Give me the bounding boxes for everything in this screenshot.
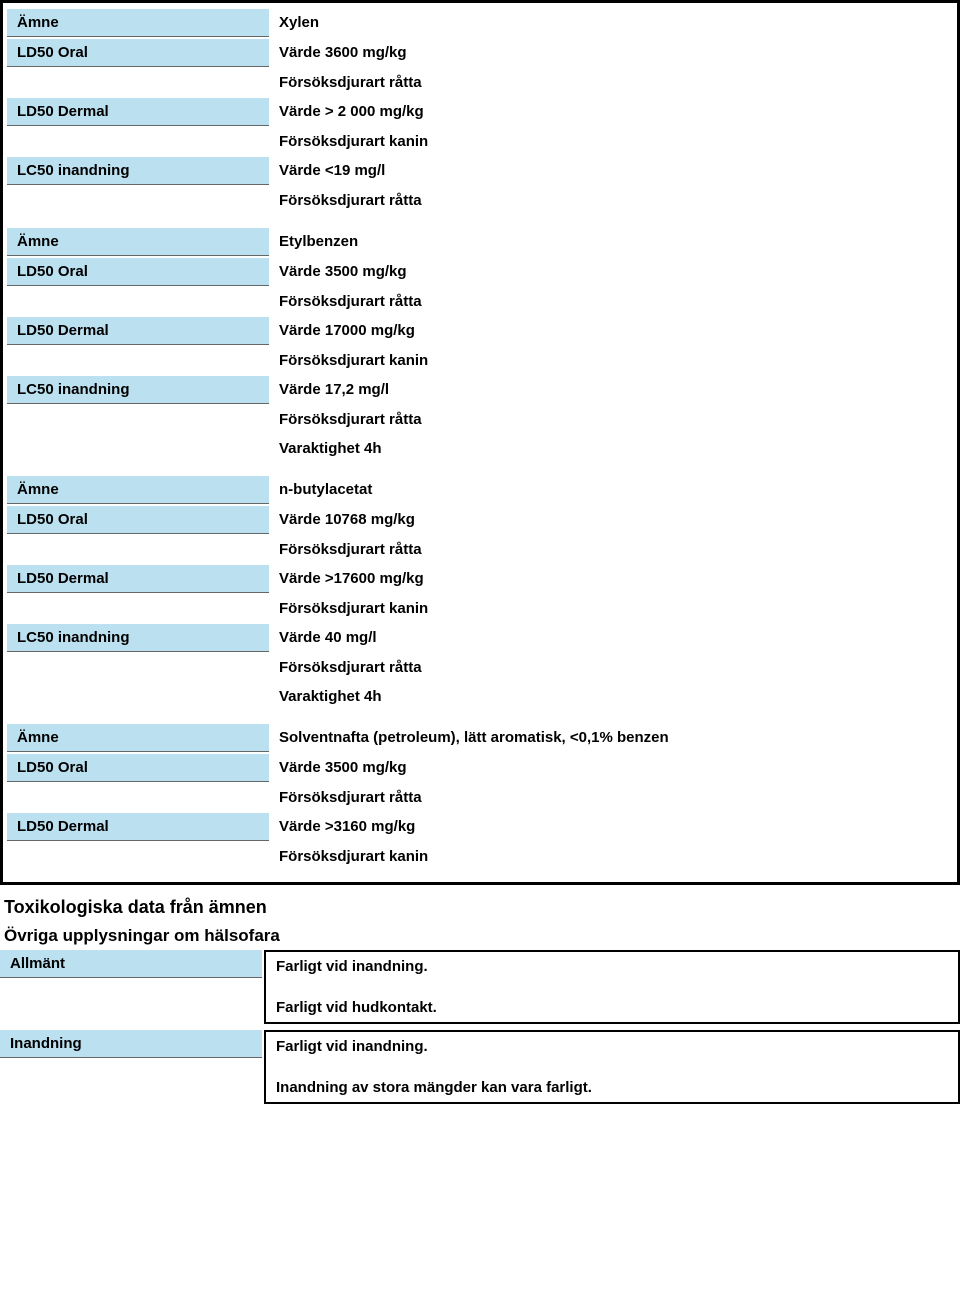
species-row: Försöksdjurart kanin xyxy=(7,128,953,155)
species-row: Försöksdjurart kanin xyxy=(7,843,953,870)
amne-label: Ämne xyxy=(7,9,269,37)
page: Ämne Xylen LD50 Oral Värde 3600 mg/kg Fö… xyxy=(0,0,960,1104)
ld50-dermal-row: LD50 Dermal Värde >3160 mg/kg xyxy=(7,813,953,841)
ld50-dermal-label: LD50 Dermal xyxy=(7,565,269,593)
empty-cell xyxy=(7,406,269,416)
ld50-oral-species: Försöksdjurart råtta xyxy=(269,536,953,563)
species-row: Försöksdjurart råtta xyxy=(7,69,953,96)
ovriga-heading: Övriga upplysningar om hälsofara xyxy=(0,920,960,948)
allmant-line1: Farligt vid inandning. xyxy=(266,952,958,981)
empty-cell xyxy=(7,128,269,138)
lc50-species: Försöksdjurart råtta xyxy=(269,187,953,214)
lc50-row: LC50 inandning Värde <19 mg/l xyxy=(7,157,953,185)
ld50-dermal-label: LD50 Dermal xyxy=(7,317,269,345)
species-row: Försöksdjurart råtta xyxy=(7,406,953,433)
lc50-value: Värde 17,2 mg/l xyxy=(269,376,953,403)
amne-label: Ämne xyxy=(7,228,269,256)
allmant-label: Allmänt xyxy=(0,950,262,978)
ld50-dermal-row: LD50 Dermal Värde 17000 mg/kg xyxy=(7,317,953,345)
ld50-oral-label: LD50 Oral xyxy=(7,754,269,782)
species-row: Försöksdjurart råtta xyxy=(7,288,953,315)
lc50-species: Försöksdjurart råtta xyxy=(269,654,953,681)
substance-row: Ämne n-butylacetat xyxy=(7,476,953,504)
ld50-oral-species: Försöksdjurart råtta xyxy=(269,784,953,811)
ld50-oral-value: Värde 3500 mg/kg xyxy=(269,754,953,781)
duration-row: Varaktighet 4h xyxy=(7,683,953,710)
ld50-dermal-row: LD50 Dermal Värde > 2 000 mg/kg xyxy=(7,98,953,126)
ld50-oral-row: LD50 Oral Värde 3500 mg/kg xyxy=(7,258,953,286)
species-row: Försöksdjurart råtta xyxy=(7,187,953,214)
allmant-line2: Farligt vid hudkontakt. xyxy=(266,993,958,1022)
empty-cell xyxy=(7,187,269,197)
lc50-row: LC50 inandning Värde 40 mg/l xyxy=(7,624,953,652)
empty-cell xyxy=(7,288,269,298)
species-row: Försöksdjurart råtta xyxy=(7,654,953,681)
ld50-dermal-value: Värde >17600 mg/kg xyxy=(269,565,953,592)
species-row: Försöksdjurart kanin xyxy=(7,347,953,374)
substance-name: Xylen xyxy=(269,9,953,36)
ld50-oral-value: Värde 3600 mg/kg xyxy=(269,39,953,66)
substance-row: Ämne Solventnafta (petroleum), lätt arom… xyxy=(7,724,953,752)
lc50-species: Försöksdjurart råtta xyxy=(269,406,953,433)
lc50-row: LC50 inandning Värde 17,2 mg/l xyxy=(7,376,953,404)
lc50-value: Värde <19 mg/l xyxy=(269,157,953,184)
toxikologiska-heading: Toxikologiska data från ämnen xyxy=(0,891,960,920)
duration-row: Varaktighet 4h xyxy=(7,435,953,462)
ld50-oral-value: Värde 3500 mg/kg xyxy=(269,258,953,285)
ld50-dermal-value: Värde 17000 mg/kg xyxy=(269,317,953,344)
ld50-oral-species: Försöksdjurart råtta xyxy=(269,69,953,96)
ld50-dermal-species: Försöksdjurart kanin xyxy=(269,128,953,155)
substances-box: Ämne Xylen LD50 Oral Värde 3600 mg/kg Fö… xyxy=(0,0,960,885)
ld50-oral-label: LD50 Oral xyxy=(7,258,269,286)
ld50-dermal-species: Försöksdjurart kanin xyxy=(269,595,953,622)
lc50-label: LC50 inandning xyxy=(7,157,269,185)
lc50-label: LC50 inandning xyxy=(7,376,269,404)
lc50-label: LC50 inandning xyxy=(7,624,269,652)
allmant-value-box: Farligt vid inandning. Farligt vid hudko… xyxy=(264,950,960,1024)
empty-cell xyxy=(7,784,269,794)
ld50-oral-species: Försöksdjurart råtta xyxy=(269,288,953,315)
ld50-dermal-value: Värde >3160 mg/kg xyxy=(269,813,953,840)
ld50-dermal-label: LD50 Dermal xyxy=(7,98,269,126)
substance-name: Etylbenzen xyxy=(269,228,953,255)
empty-cell xyxy=(7,595,269,605)
empty-cell xyxy=(7,536,269,546)
substance-row: Ämne Xylen xyxy=(7,9,953,37)
lc50-value: Värde 40 mg/l xyxy=(269,624,953,651)
empty-cell xyxy=(7,843,269,853)
ld50-oral-row: LD50 Oral Värde 3500 mg/kg xyxy=(7,754,953,782)
empty-cell xyxy=(7,347,269,357)
inandning-row: Inandning Farligt vid inandning. Inandni… xyxy=(0,1030,960,1104)
allmant-row: Allmänt Farligt vid inandning. Farligt v… xyxy=(0,950,960,1024)
inandning-value-box: Farligt vid inandning. Inandning av stor… xyxy=(264,1030,960,1104)
species-row: Försöksdjurart råtta xyxy=(7,536,953,563)
inandning-line2: Inandning av stora mängder kan vara farl… xyxy=(266,1073,958,1102)
ld50-dermal-label: LD50 Dermal xyxy=(7,813,269,841)
empty-cell xyxy=(7,69,269,79)
empty-cell xyxy=(7,654,269,664)
ld50-dermal-species: Försöksdjurart kanin xyxy=(269,347,953,374)
substance-name: Solventnafta (petroleum), lätt aromatisk… xyxy=(269,724,953,751)
ld50-oral-label: LD50 Oral xyxy=(7,39,269,67)
empty-cell xyxy=(7,435,269,445)
lc50-duration: Varaktighet 4h xyxy=(269,435,953,462)
substance-name: n-butylacetat xyxy=(269,476,953,503)
lc50-duration: Varaktighet 4h xyxy=(269,683,953,710)
ld50-oral-row: LD50 Oral Värde 10768 mg/kg xyxy=(7,506,953,534)
amne-label: Ämne xyxy=(7,476,269,504)
ld50-dermal-species: Försöksdjurart kanin xyxy=(269,843,953,870)
species-row: Försöksdjurart råtta xyxy=(7,784,953,811)
amne-label: Ämne xyxy=(7,724,269,752)
species-row: Försöksdjurart kanin xyxy=(7,595,953,622)
ld50-dermal-row: LD50 Dermal Värde >17600 mg/kg xyxy=(7,565,953,593)
empty-cell xyxy=(7,683,269,693)
ld50-oral-row: LD50 Oral Värde 3600 mg/kg xyxy=(7,39,953,67)
ld50-oral-value: Värde 10768 mg/kg xyxy=(269,506,953,533)
inandning-line1: Farligt vid inandning. xyxy=(266,1032,958,1061)
inandning-label: Inandning xyxy=(0,1030,262,1058)
ld50-dermal-value: Värde > 2 000 mg/kg xyxy=(269,98,953,125)
ld50-oral-label: LD50 Oral xyxy=(7,506,269,534)
substance-row: Ämne Etylbenzen xyxy=(7,228,953,256)
